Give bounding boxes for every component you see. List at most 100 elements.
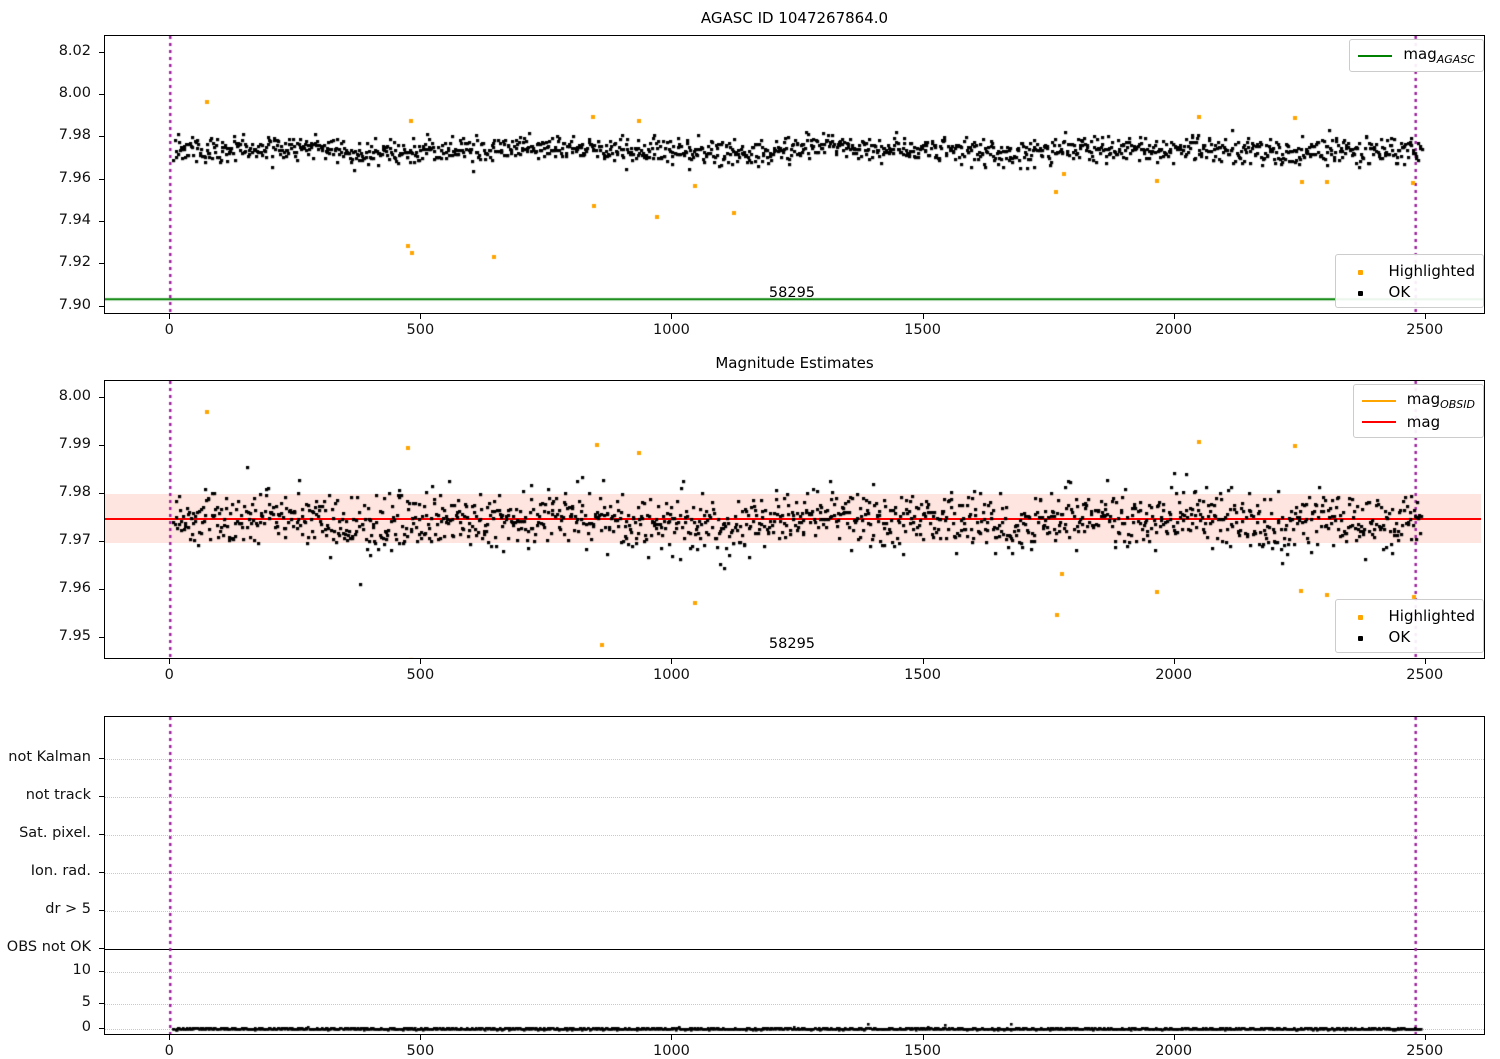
legend-row: Highlighted [1344,260,1475,281]
y-tick-mark [99,305,104,307]
scatter-canvas-mid [105,381,1484,658]
y-tick-mark [99,796,104,797]
x-tick-label: 2500 [1406,667,1444,683]
legend-row: Highlighted [1344,605,1475,626]
panel-top-magnitude [104,35,1485,314]
y-tick-mark [99,444,104,446]
legend-points-top[interactable]: Highlighted OK [1334,254,1484,308]
legend-points-mid[interactable]: Highlighted OK [1334,599,1484,653]
dot-swatch-icon [1344,263,1378,279]
line-swatch-icon [1361,420,1396,423]
y-tick-mark [99,758,104,759]
y-tick-mark [99,637,104,639]
y-tick-label: 7.92 [58,254,91,271]
legend-row: magOBSID [1361,390,1475,411]
legend-row: OK [1344,626,1475,647]
y-tick-label: 7.97 [58,532,91,549]
y-tick-label: 7.99 [58,435,91,452]
y-tick-mark [99,872,104,873]
y-tick-mark [99,589,104,591]
x-tick-mark [420,1035,422,1040]
legend-label-mag-agasc: magAGASC [1403,45,1475,66]
x-tick-mark [420,314,422,319]
y-tick-label: 7.96 [58,580,91,597]
x-tick-label: 2000 [1155,1043,1193,1059]
dr-tick-label: 0 [81,1019,91,1035]
y-tick-label: 7.94 [58,212,91,228]
flag-label-dr-5: dr > 5 [45,901,91,917]
x-tick-mark [420,659,422,664]
dr-tick-label: 5 [81,994,91,1010]
x-tick-label: 500 [406,322,435,338]
y-tick-mark [99,1003,104,1004]
scatter-canvas-dr [105,717,1484,1034]
y-tick-label: 8.02 [58,42,91,59]
flag-label-obs-not-ok: OBS not OK [6,939,91,955]
line-swatch-icon [1361,399,1396,402]
legend-row: mag [1361,411,1475,432]
dot-swatch-icon [1344,284,1378,300]
x-tick-label: 1500 [904,667,941,683]
y-tick-mark [99,94,104,96]
y-tick-mark [99,948,104,949]
y-tick-mark [99,263,104,265]
y-tick-mark [99,396,104,398]
x-tick-label: 500 [406,1043,435,1059]
x-tick-label: 0 [164,1043,174,1059]
scatter-canvas-top [105,36,1484,313]
panel-mid-title: Magnitude Estimates [715,354,874,372]
obsid-annotation-top: 58295 [768,284,816,301]
y-tick-mark [99,971,104,972]
x-tick-label: 1000 [653,667,690,683]
flag-label-sat-pixel: Sat. pixel. [19,825,91,841]
legend-label-ok: OK [1388,282,1411,301]
y-tick-mark [99,1028,104,1029]
x-tick-mark [671,314,673,319]
y-tick-mark [99,51,104,53]
legend-label-mag: mag [1406,412,1441,431]
y-tick-mark [99,910,104,911]
dot-swatch-icon [1344,629,1378,645]
legend-mag-lines[interactable]: magOBSID mag [1352,384,1484,438]
dot-swatch-icon [1344,608,1378,624]
x-tick-mark [1424,1035,1426,1040]
x-tick-label: 1000 [653,1043,690,1059]
y-tick-mark [99,541,104,543]
x-tick-label: 2500 [1406,322,1444,338]
y-tick-mark [99,493,104,495]
x-tick-mark [1173,314,1175,319]
line-swatch-icon [1358,54,1393,57]
legend-label-highlighted: Highlighted [1388,261,1475,280]
x-tick-mark [922,659,924,664]
x-tick-mark [671,1035,673,1040]
y-tick-mark [99,834,104,835]
panel-mid-magnitude-estimates [104,380,1485,659]
y-tick-mark [99,221,104,222]
legend-row: OK [1344,281,1475,302]
x-tick-mark [1173,1035,1175,1040]
y-tick-label: 7.98 [58,127,91,144]
x-tick-mark [922,314,924,319]
x-tick-label: 1500 [904,1043,941,1059]
x-tick-label: 1500 [904,322,941,338]
legend-mag-agasc[interactable]: magAGASC [1349,39,1484,72]
x-tick-mark [1424,314,1426,319]
x-tick-mark [169,659,171,664]
y-tick-label: 7.90 [58,296,91,313]
y-tick-label: 7.96 [58,169,91,186]
flag-label-not-track: not track [25,787,91,803]
flag-label-not-kalman: not Kalman [8,749,91,765]
y-tick-mark [99,136,104,138]
x-tick-mark [671,659,673,664]
x-tick-label: 0 [164,667,174,683]
x-tick-label: 2500 [1406,1043,1444,1059]
legend-label-mag-obsid: magOBSID [1406,390,1475,411]
y-tick-label: 8.00 [58,387,91,404]
y-tick-label: 7.98 [58,484,91,501]
x-tick-label: 500 [406,667,435,683]
x-tick-label: 2000 [1155,667,1193,683]
x-tick-mark [169,1035,171,1040]
flag-label-ion-rad: Ion. rad. [30,863,91,879]
x-tick-label: 0 [164,322,174,338]
